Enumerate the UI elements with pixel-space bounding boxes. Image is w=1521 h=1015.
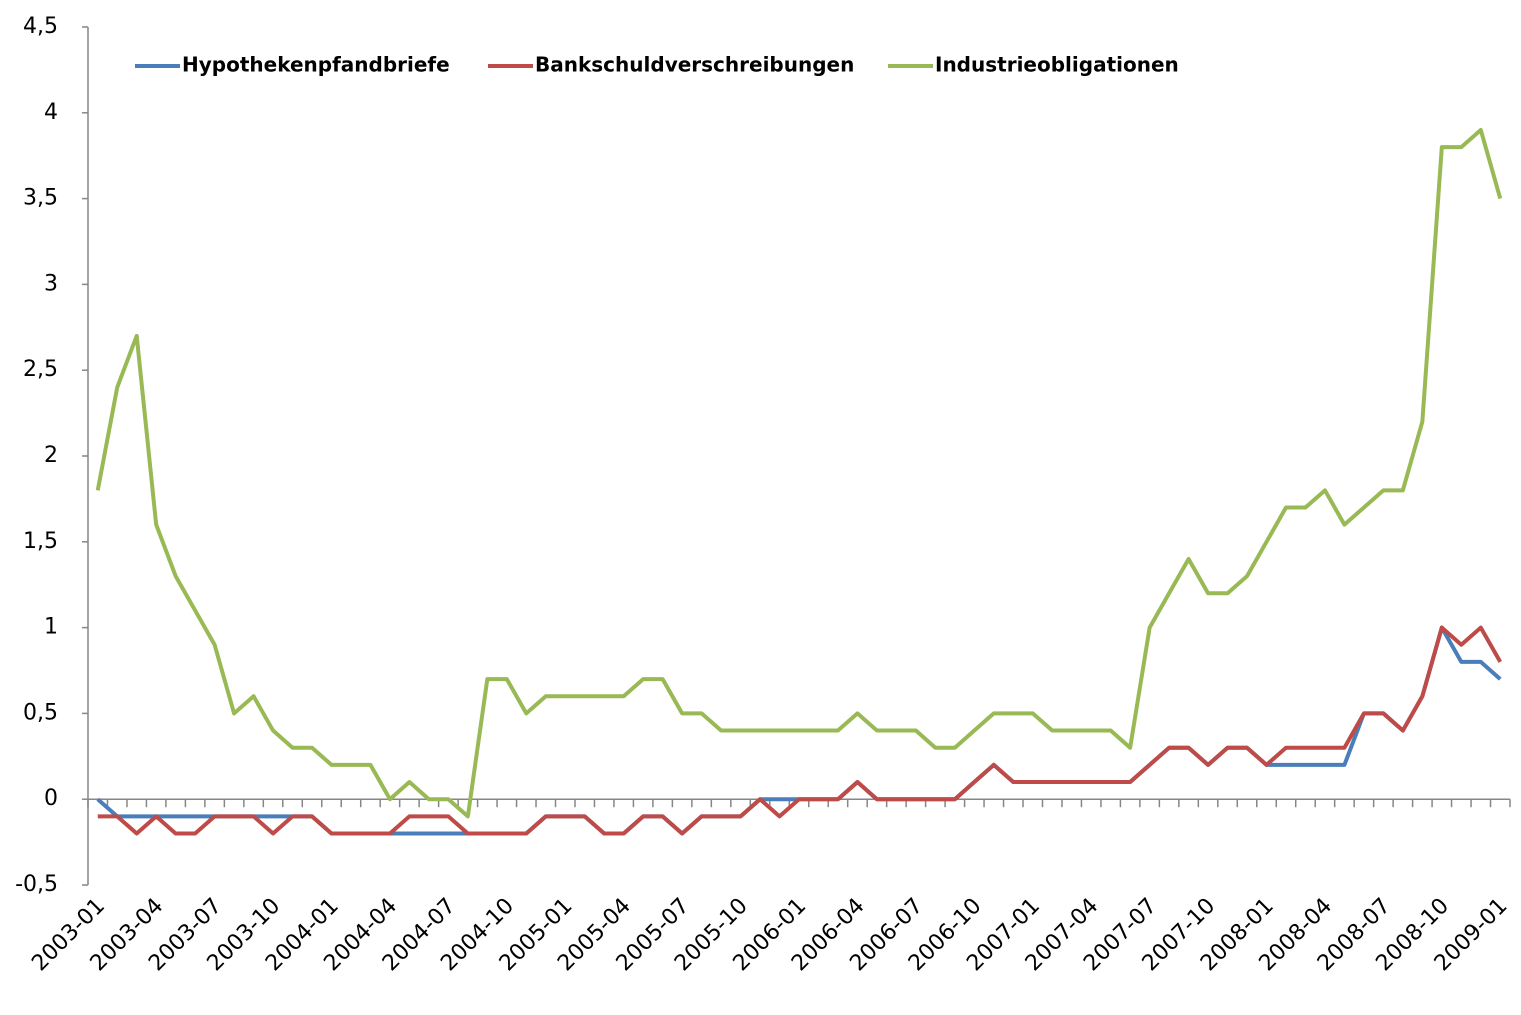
series-line	[95, 127, 1503, 819]
y-tick-label: 4,5	[23, 14, 58, 39]
y-tick-label: 2	[44, 443, 58, 468]
y-tick-label: 4	[44, 100, 58, 125]
y-tick-label: 1,5	[23, 529, 58, 554]
legend-label: Hypothekenpfandbriefe	[182, 53, 450, 77]
legend-label: Industrieobligationen	[935, 53, 1179, 77]
y-tick-label: 0	[44, 786, 58, 811]
y-tick-label: 2,5	[23, 357, 58, 382]
series-line	[97, 625, 1502, 836]
legend-label: Bankschuldverschreibungen	[535, 53, 854, 77]
y-tick-label: -0,5	[15, 872, 58, 897]
y-tick-label: 1	[44, 615, 58, 640]
y-tick-label: 3	[44, 271, 58, 296]
y-tick-label: 3,5	[23, 186, 58, 211]
y-tick-label: 0,5	[23, 700, 58, 725]
